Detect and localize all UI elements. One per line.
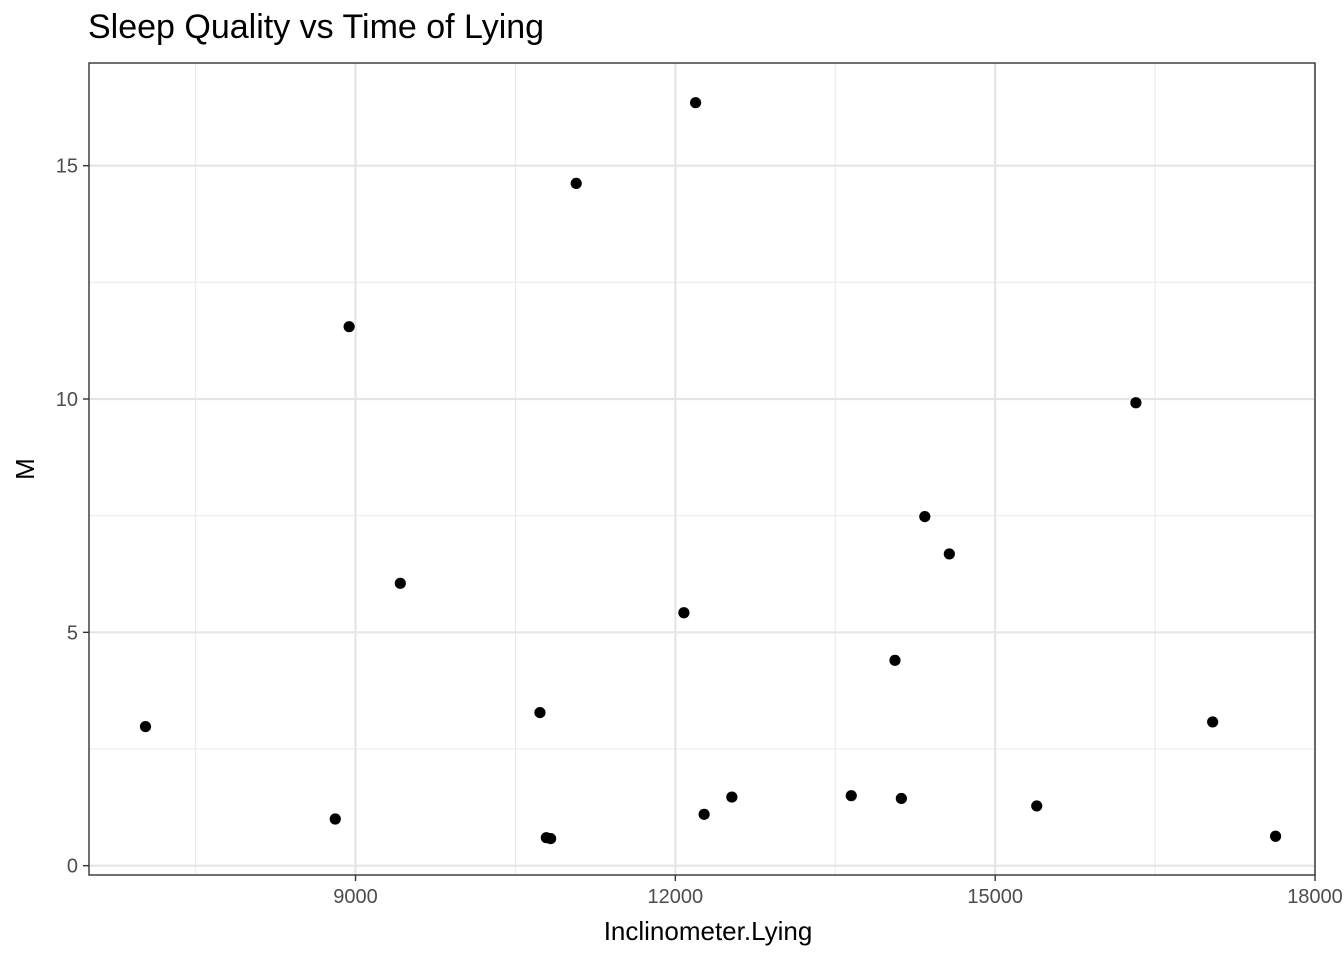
minor-gridlines [89,63,1315,875]
x-tick-label: 15000 [967,886,1023,908]
y-axis-title: M [10,458,40,480]
plot-panel-background [89,63,1315,875]
scatter-point [534,707,546,719]
scatter-point [690,97,702,109]
x-axis-title: Inclinometer.Lying [604,916,813,946]
chart-title: Sleep Quality vs Time of Lying [88,8,545,46]
plot-panel-border [88,62,1316,876]
scatter-point [1269,830,1282,842]
scatter-point [919,510,931,523]
scatter-point [329,813,341,825]
scatter-point [343,321,355,333]
scatter-point [394,577,406,589]
scatter-point [698,808,710,820]
x-tick-label: 9000 [333,886,378,908]
scatter-point [1031,800,1043,812]
scatter-point [1130,397,1142,409]
scatter-point [678,607,690,619]
x-tick-label: 12000 [648,886,704,908]
scatter-point [1207,716,1219,728]
scatter-point [570,177,582,189]
data-points [139,97,1282,845]
y-tick-label: 15 [56,156,78,178]
x-tick-label: 18000 [1287,886,1343,908]
y-tick-label: 10 [56,389,78,411]
scatter-point [889,654,901,666]
scatter-point [943,548,955,560]
y-tick-label: 5 [67,622,78,644]
scatter-point [139,721,152,733]
scatter-point [726,791,738,803]
scatter-point [545,833,557,845]
x-axis: 9000 12000 15000 18000 [333,875,1343,908]
y-axis: 0 5 10 15 [56,156,89,878]
scatter-point [895,792,907,805]
y-tick-label: 0 [67,856,78,878]
scatter-point [845,790,857,802]
